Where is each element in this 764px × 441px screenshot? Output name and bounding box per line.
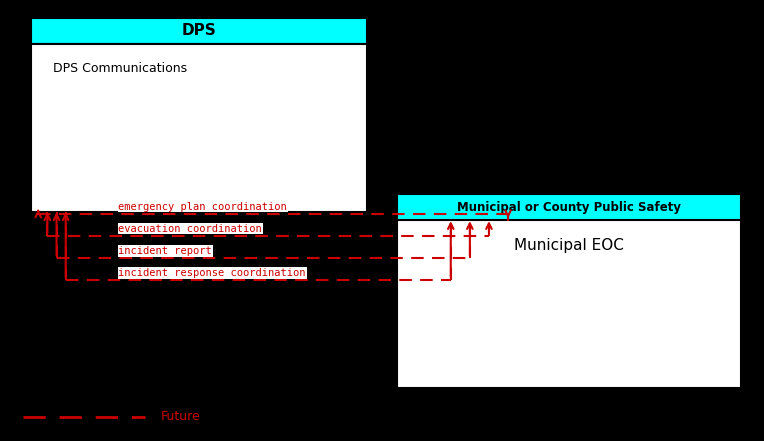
Text: evacuation coordination: evacuation coordination: [118, 224, 262, 234]
Text: Municipal or County Public Safety: Municipal or County Public Safety: [457, 201, 681, 214]
Text: Future: Future: [160, 410, 200, 423]
Text: DPS Communications: DPS Communications: [53, 62, 188, 75]
Text: incident response coordination: incident response coordination: [118, 268, 306, 278]
Bar: [397, 220, 741, 388]
Text: Municipal EOC: Municipal EOC: [514, 238, 624, 253]
Bar: [397, 194, 741, 220]
Text: DPS: DPS: [181, 23, 216, 38]
Text: emergency plan coordination: emergency plan coordination: [118, 202, 287, 212]
Bar: [31, 44, 367, 212]
Text: incident report: incident report: [118, 246, 212, 256]
Bar: [31, 18, 367, 44]
